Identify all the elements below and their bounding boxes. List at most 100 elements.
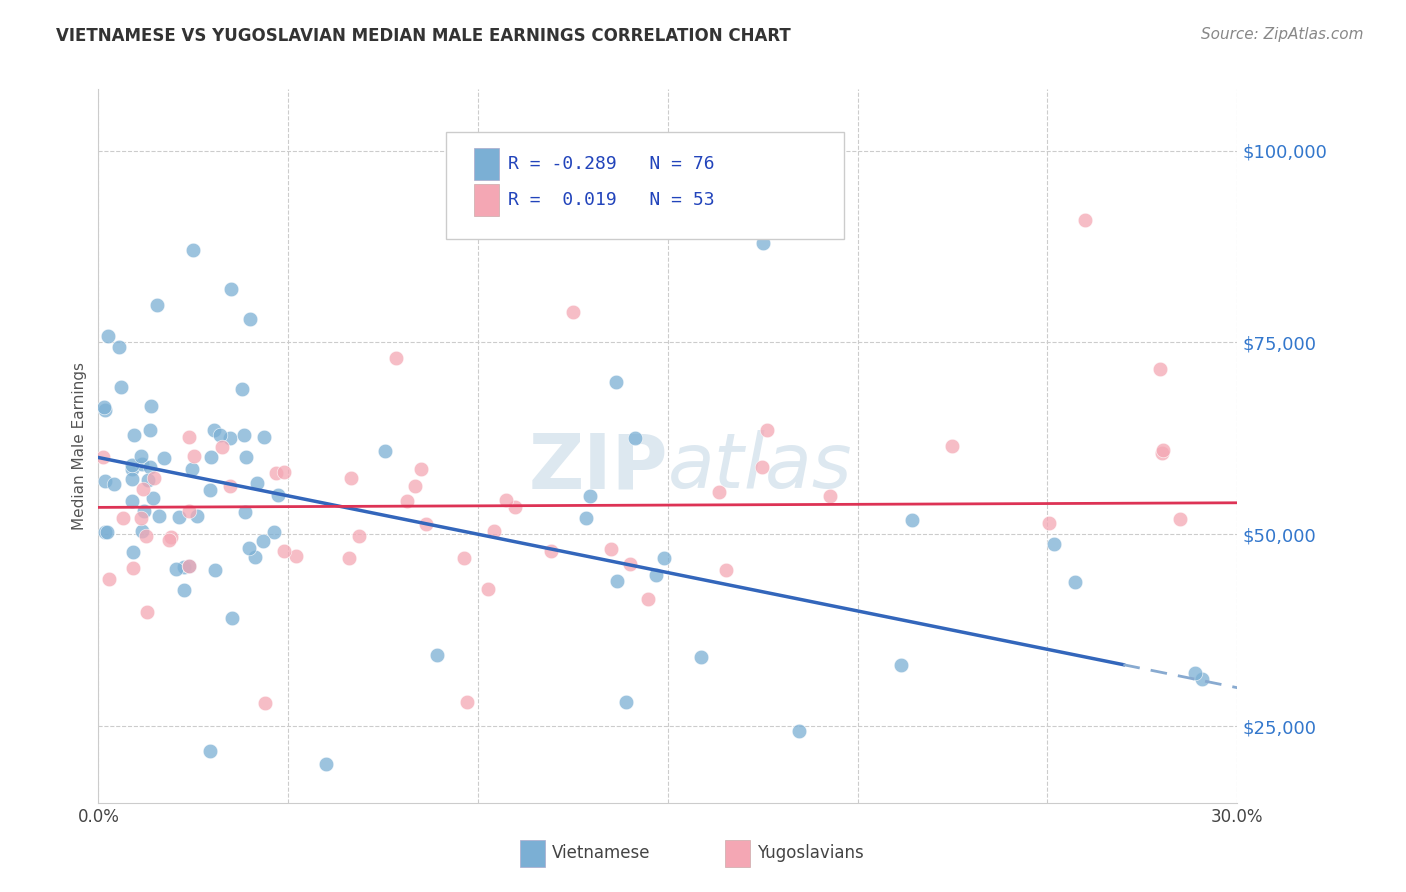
Point bbox=[619, 557, 641, 571]
Point bbox=[180, 462, 202, 476]
Point bbox=[200, 483, 222, 498]
Point bbox=[239, 312, 262, 326]
Point bbox=[787, 724, 810, 739]
Point bbox=[562, 304, 585, 318]
FancyBboxPatch shape bbox=[474, 148, 499, 180]
Text: R = -0.289   N = 76: R = -0.289 N = 76 bbox=[509, 155, 716, 173]
Point bbox=[132, 482, 155, 496]
Point bbox=[221, 611, 243, 625]
Point bbox=[616, 695, 638, 709]
Point bbox=[755, 423, 778, 437]
Point bbox=[131, 524, 153, 538]
Point bbox=[211, 440, 233, 454]
Point bbox=[110, 380, 132, 394]
Point bbox=[219, 479, 242, 493]
Point bbox=[1152, 443, 1174, 458]
Point bbox=[385, 351, 408, 365]
Point bbox=[165, 562, 187, 576]
Point bbox=[751, 459, 773, 474]
Point bbox=[349, 529, 371, 543]
Point bbox=[453, 550, 475, 565]
Text: Vietnamese: Vietnamese bbox=[551, 844, 650, 862]
Point bbox=[183, 449, 205, 463]
Point bbox=[273, 544, 295, 558]
Point bbox=[901, 513, 924, 527]
Point bbox=[339, 551, 361, 566]
Point bbox=[122, 545, 145, 559]
Point bbox=[482, 524, 505, 538]
Point bbox=[204, 563, 226, 577]
Point bbox=[108, 340, 131, 354]
Point bbox=[129, 511, 152, 525]
Point bbox=[599, 541, 621, 556]
Point bbox=[139, 423, 162, 437]
FancyBboxPatch shape bbox=[520, 840, 546, 867]
Point bbox=[243, 549, 266, 564]
Point bbox=[495, 493, 517, 508]
Text: R =  0.019   N = 53: R = 0.019 N = 53 bbox=[509, 191, 716, 209]
Point bbox=[284, 549, 307, 564]
Point bbox=[135, 529, 157, 543]
Point bbox=[752, 235, 775, 250]
Point bbox=[131, 457, 153, 471]
Point bbox=[202, 423, 225, 437]
Point bbox=[97, 573, 120, 587]
Point bbox=[231, 383, 253, 397]
Point bbox=[177, 559, 200, 574]
Point bbox=[716, 563, 738, 577]
Point bbox=[139, 460, 162, 475]
Point bbox=[637, 592, 659, 607]
Text: Source: ZipAtlas.com: Source: ZipAtlas.com bbox=[1201, 27, 1364, 42]
Point bbox=[233, 505, 256, 519]
Point bbox=[235, 450, 257, 465]
Point bbox=[404, 479, 426, 493]
Point bbox=[415, 517, 437, 532]
Point bbox=[1064, 575, 1087, 590]
Point bbox=[503, 500, 526, 514]
Point bbox=[219, 431, 242, 445]
Point bbox=[238, 541, 260, 555]
Point bbox=[233, 427, 256, 442]
Text: Yugoslavians: Yugoslavians bbox=[756, 844, 863, 862]
Point bbox=[135, 605, 157, 619]
Point bbox=[818, 489, 841, 503]
Point bbox=[709, 484, 731, 499]
Point bbox=[179, 504, 201, 518]
Point bbox=[624, 431, 647, 445]
Point bbox=[121, 494, 143, 508]
Point bbox=[146, 298, 169, 312]
Point bbox=[605, 375, 627, 389]
Point bbox=[124, 428, 146, 442]
Point bbox=[246, 476, 269, 491]
Point bbox=[143, 470, 166, 484]
Point bbox=[121, 561, 143, 575]
Text: atlas: atlas bbox=[668, 431, 852, 504]
Point bbox=[263, 524, 285, 539]
Point bbox=[252, 534, 274, 549]
FancyBboxPatch shape bbox=[725, 840, 749, 867]
Point bbox=[252, 430, 274, 444]
Point bbox=[103, 477, 125, 491]
Point bbox=[121, 458, 143, 472]
Point bbox=[579, 489, 602, 503]
Point bbox=[477, 582, 499, 596]
Point bbox=[315, 757, 337, 772]
Point bbox=[198, 743, 221, 757]
Point bbox=[97, 328, 120, 343]
Point bbox=[148, 508, 170, 523]
Point bbox=[1184, 666, 1206, 681]
Point bbox=[1150, 446, 1173, 460]
Point bbox=[200, 450, 222, 464]
Point bbox=[186, 508, 208, 523]
Point bbox=[606, 574, 628, 588]
Point bbox=[409, 461, 432, 475]
Point bbox=[264, 466, 287, 480]
Point bbox=[94, 525, 117, 540]
Text: ZIP: ZIP bbox=[529, 431, 668, 504]
Point bbox=[540, 544, 562, 558]
Point bbox=[173, 559, 195, 574]
Point bbox=[456, 696, 478, 710]
Point bbox=[426, 648, 449, 662]
Point bbox=[157, 533, 180, 547]
Point bbox=[121, 472, 143, 486]
